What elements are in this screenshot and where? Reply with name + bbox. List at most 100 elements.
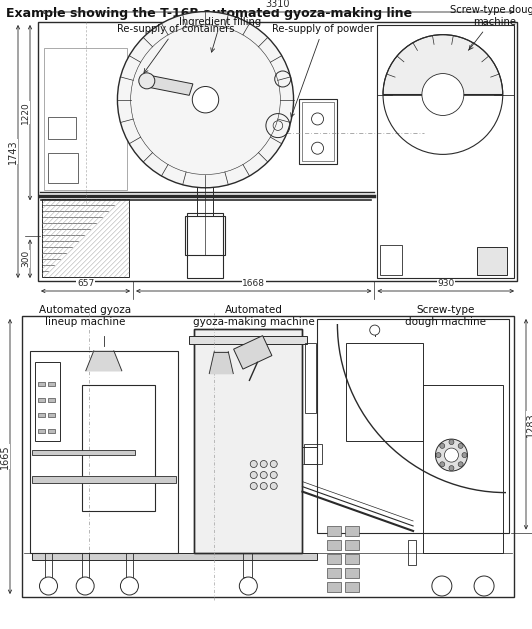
Bar <box>345 540 359 550</box>
Bar <box>48 153 78 182</box>
Bar <box>48 382 55 386</box>
Bar <box>22 316 514 597</box>
Bar <box>304 443 322 464</box>
Text: 1220: 1220 <box>21 101 30 124</box>
Text: Example showing the T-16B automated gyoza-making line: Example showing the T-16B automated gyoz… <box>6 7 412 20</box>
Bar <box>408 540 416 565</box>
Circle shape <box>270 460 277 467</box>
Circle shape <box>260 472 267 479</box>
Text: 657: 657 <box>77 279 94 288</box>
Text: 1668: 1668 <box>242 279 265 288</box>
Bar <box>317 319 509 533</box>
Bar <box>243 554 252 577</box>
Bar <box>327 582 341 592</box>
Bar <box>327 526 341 536</box>
Text: 1665: 1665 <box>0 444 10 469</box>
Bar <box>48 116 76 138</box>
Circle shape <box>449 440 454 445</box>
Circle shape <box>462 453 467 457</box>
Circle shape <box>370 325 380 335</box>
Bar <box>194 328 302 554</box>
Bar <box>38 413 45 418</box>
Text: Ingredient filling: Ingredient filling <box>179 17 262 52</box>
Circle shape <box>474 576 494 596</box>
Bar <box>187 213 223 278</box>
Circle shape <box>449 465 454 470</box>
Circle shape <box>436 439 468 471</box>
Bar <box>327 568 341 578</box>
Bar <box>345 582 359 592</box>
Circle shape <box>444 448 459 462</box>
Text: 1283: 1283 <box>526 412 532 437</box>
Circle shape <box>76 577 94 595</box>
Circle shape <box>458 443 463 448</box>
Circle shape <box>260 460 267 467</box>
Bar <box>345 526 359 536</box>
Polygon shape <box>86 351 122 370</box>
Bar <box>42 199 129 277</box>
Bar <box>189 337 307 345</box>
Bar <box>327 540 341 550</box>
Bar <box>81 385 155 511</box>
Wedge shape <box>383 35 503 94</box>
Bar <box>302 103 334 162</box>
Text: 300: 300 <box>21 250 30 267</box>
Circle shape <box>250 482 257 489</box>
Bar <box>345 554 359 564</box>
Bar <box>197 177 213 216</box>
Circle shape <box>270 482 277 489</box>
Polygon shape <box>209 352 233 374</box>
Circle shape <box>458 462 463 467</box>
Text: Re-supply of powder: Re-supply of powder <box>272 24 374 117</box>
Circle shape <box>436 453 441 457</box>
Circle shape <box>260 482 267 489</box>
Bar <box>305 343 316 413</box>
Bar <box>126 554 133 585</box>
Circle shape <box>440 443 445 448</box>
Text: Re-supply of containers: Re-supply of containers <box>117 24 234 73</box>
Text: Automated
gyoza-making machine: Automated gyoza-making machine <box>193 305 314 326</box>
Bar <box>186 216 226 255</box>
Bar <box>477 247 507 275</box>
Circle shape <box>139 73 155 89</box>
Bar <box>38 22 517 281</box>
Circle shape <box>440 462 445 467</box>
Text: 3310: 3310 <box>265 0 290 9</box>
Circle shape <box>250 460 257 467</box>
Circle shape <box>239 577 257 595</box>
Circle shape <box>270 472 277 479</box>
Circle shape <box>118 12 294 188</box>
Text: Screw-type dough
machine: Screw-type dough machine <box>450 6 532 50</box>
Bar <box>378 25 514 278</box>
Bar <box>48 429 55 433</box>
Circle shape <box>432 576 452 596</box>
Circle shape <box>422 74 464 116</box>
Bar <box>44 48 127 191</box>
Text: 930: 930 <box>437 279 454 288</box>
Bar <box>38 429 45 433</box>
Circle shape <box>192 87 219 113</box>
Bar <box>81 554 89 585</box>
Bar <box>380 245 402 275</box>
Bar <box>327 554 341 564</box>
Circle shape <box>120 577 138 595</box>
Bar <box>35 362 60 441</box>
Bar <box>32 554 318 560</box>
Polygon shape <box>234 336 272 369</box>
Circle shape <box>39 577 57 595</box>
Text: 1743: 1743 <box>8 139 18 164</box>
Bar <box>32 450 135 455</box>
Circle shape <box>250 472 257 479</box>
Bar <box>346 343 423 441</box>
Bar <box>423 385 503 554</box>
Polygon shape <box>145 75 193 96</box>
Bar <box>345 568 359 578</box>
Bar <box>32 476 176 483</box>
Text: Automated gyoza
lineup machine: Automated gyoza lineup machine <box>39 305 131 326</box>
Bar <box>38 382 45 386</box>
Bar <box>38 398 45 402</box>
Bar <box>48 398 55 402</box>
Bar <box>298 99 337 164</box>
Text: Screw-type
dough machine: Screw-type dough machine <box>405 305 486 326</box>
Bar <box>194 328 302 554</box>
